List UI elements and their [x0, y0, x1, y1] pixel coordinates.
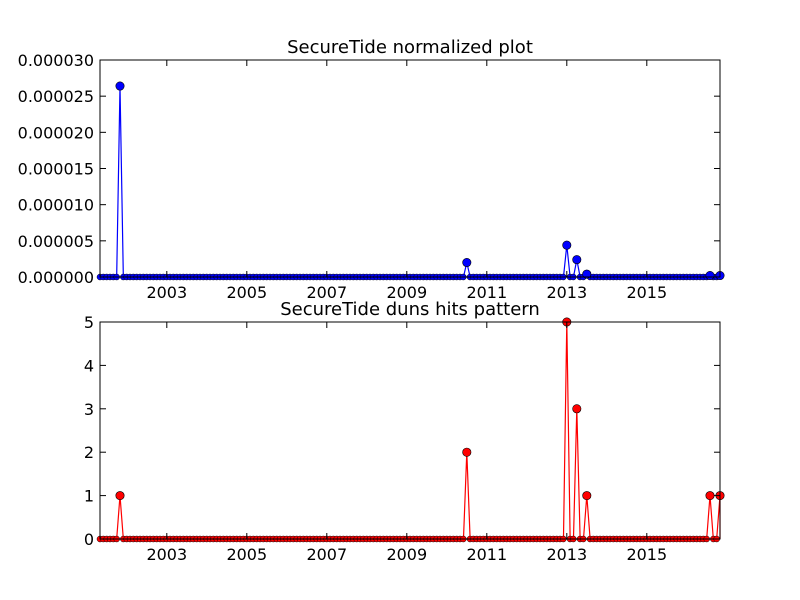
duns-hits-x-tick-label: 2011 — [466, 545, 507, 564]
duns-hits-x-axis: 2003 2005 2007 2009 2011 2013 2015 — [146, 322, 667, 564]
normalized-plot-x-tick-label: 2005 — [226, 283, 267, 302]
duns-hits-point-1 — [462, 447, 472, 457]
duns-hits-point-0 — [115, 491, 125, 501]
duns-hits-x-tick-label: 2015 — [626, 545, 667, 564]
duns-hits-point-3 — [572, 404, 582, 414]
duns-hits-title: SecureTide duns hits pattern — [280, 299, 540, 320]
normalized-plot-y-tick-label: 0.000010 — [18, 196, 94, 215]
normalized-plot-x-tick-label: 2003 — [146, 283, 187, 302]
duns-hits-y-tick-label: 3 — [84, 400, 94, 419]
normalized-plot-x-axis: 2003 2005 2007 2009 2011 2013 2015 — [146, 60, 667, 302]
normalized-plot-y-tick-label: 0.000015 — [18, 160, 94, 179]
normalized-plot-point-4 — [582, 269, 592, 279]
duns-hits-x-tick-label: 2013 — [546, 545, 587, 564]
duns-hits-y-tick-label: 2 — [84, 443, 94, 462]
duns-hits-frame — [99, 321, 721, 540]
normalized-plot-x-tick-label: 2013 — [546, 283, 587, 302]
normalized-plot-x-tick-label: 2009 — [386, 283, 427, 302]
duns-hits-x-tick-label: 2005 — [226, 545, 267, 564]
normalized-plot-point-2 — [562, 240, 572, 250]
normalized-plot-x-tick-label: 2015 — [626, 283, 667, 302]
duns-hits-y-tick-label: 4 — [84, 356, 94, 375]
normalized-plot-chart: SecureTide normalized plot 0.0000000.000… — [18, 37, 725, 302]
normalized-plot-x-tick-label: 2007 — [306, 283, 347, 302]
duns-hits-y-tick-label: 1 — [84, 487, 94, 506]
normalized-plot-y-tick-label: 0.000025 — [18, 87, 94, 106]
duns-hits-y-axis: 0 1 2 3 4 5 — [84, 313, 720, 549]
duns-hits-x-tick-label: 2009 — [386, 545, 427, 564]
duns-hits-point-5 — [705, 491, 715, 501]
duns-hits-point-4 — [582, 491, 592, 501]
normalized-plot-y-tick-label: 0.000030 — [18, 51, 94, 70]
normalized-plot-y-tick-label: 0.000000 — [18, 268, 94, 287]
normalized-plot-y-axis: 0.000000 0.000005 0.000010 0.000015 0.000020… — [18, 51, 720, 287]
duns-hits-y-tick-label: 0 — [84, 530, 94, 549]
normalized-plot-y-tick-label: 0.000020 — [18, 123, 94, 142]
normalized-plot-point-0 — [115, 81, 125, 91]
duns-hits-chart: SecureTide duns hits pattern 0 1 2 3 4 5 2003… — [84, 299, 725, 564]
duns-hits-x-tick-label: 2003 — [146, 545, 187, 564]
duns-hits-x-tick-label: 2007 — [306, 545, 347, 564]
normalized-plot-title: SecureTide normalized plot — [287, 37, 533, 58]
duns-hits-y-tick-label: 5 — [84, 313, 94, 332]
normalized-plot-point-1 — [462, 258, 472, 268]
normalized-plot-y-tick-label: 0.000005 — [18, 232, 94, 251]
normalized-plot-point-3 — [572, 255, 582, 265]
normalized-plot-x-tick-label: 2011 — [466, 283, 507, 302]
normalized-plot-point-5 — [705, 271, 715, 281]
